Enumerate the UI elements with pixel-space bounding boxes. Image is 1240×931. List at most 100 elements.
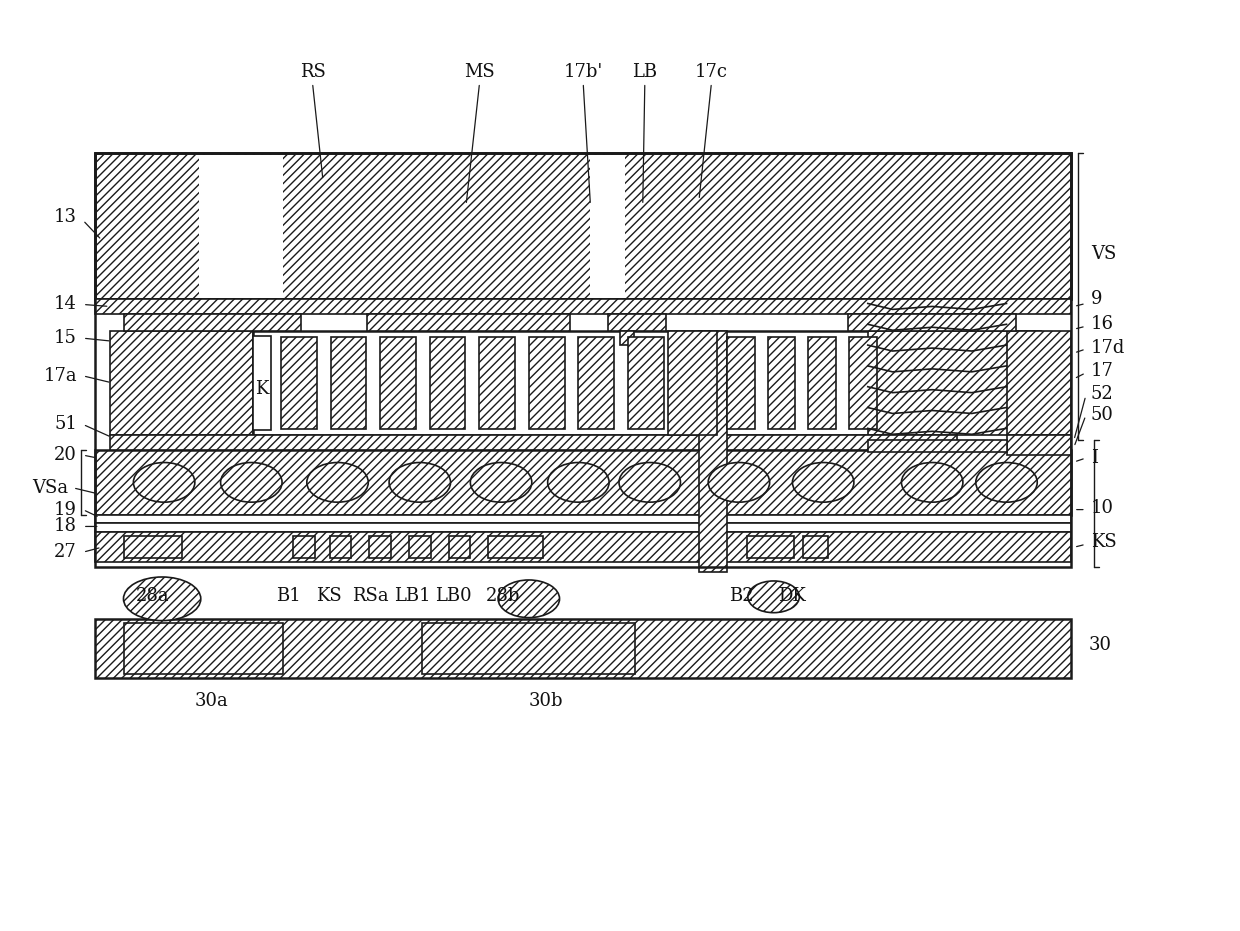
Bar <box>808 337 836 429</box>
Ellipse shape <box>901 463 963 502</box>
Bar <box>94 451 1071 515</box>
Text: 28b: 28b <box>486 587 521 605</box>
Ellipse shape <box>124 577 201 621</box>
Bar <box>804 536 828 559</box>
Bar <box>768 337 795 429</box>
Text: I: I <box>1091 449 1097 467</box>
Ellipse shape <box>134 463 195 502</box>
Bar <box>330 536 351 559</box>
Bar <box>430 337 465 429</box>
Bar <box>253 331 883 436</box>
Bar <box>124 536 182 559</box>
Bar <box>489 536 543 559</box>
Text: 15: 15 <box>55 330 77 347</box>
Text: VSa: VSa <box>32 479 68 497</box>
Text: RS: RS <box>300 62 326 81</box>
Bar <box>608 315 666 331</box>
Text: KS: KS <box>316 587 341 605</box>
Bar <box>381 337 415 429</box>
Text: 30b: 30b <box>528 692 563 709</box>
Text: 17: 17 <box>1091 362 1114 380</box>
Bar <box>727 337 755 429</box>
Bar <box>94 153 1071 300</box>
Ellipse shape <box>470 463 532 502</box>
Bar <box>109 331 253 436</box>
Bar <box>528 337 564 429</box>
Bar <box>868 440 1007 452</box>
Bar <box>627 337 663 429</box>
Bar <box>281 337 316 429</box>
Text: VS: VS <box>1091 245 1116 263</box>
Bar <box>1007 436 1071 455</box>
Bar <box>422 623 635 674</box>
Text: 30: 30 <box>1089 637 1112 654</box>
Ellipse shape <box>748 581 800 613</box>
Text: 10: 10 <box>1091 499 1114 517</box>
Ellipse shape <box>389 463 450 502</box>
Text: 13: 13 <box>53 209 77 226</box>
Ellipse shape <box>792 463 854 502</box>
Text: 27: 27 <box>55 543 77 561</box>
Bar <box>370 536 391 559</box>
Text: 51: 51 <box>55 415 77 433</box>
Bar <box>94 523 1071 533</box>
Bar <box>253 336 272 430</box>
Text: 28a: 28a <box>135 587 169 605</box>
Text: 17d: 17d <box>1091 339 1125 358</box>
Bar <box>124 315 301 331</box>
Text: 14: 14 <box>55 295 77 314</box>
Ellipse shape <box>306 463 368 502</box>
Bar <box>293 536 315 559</box>
Text: 16: 16 <box>1091 316 1114 333</box>
Bar <box>94 300 1071 315</box>
Bar <box>94 533 1071 562</box>
Bar <box>849 337 877 429</box>
Bar <box>848 315 1017 331</box>
Ellipse shape <box>221 463 281 502</box>
Text: 19: 19 <box>53 501 77 519</box>
Text: B1: B1 <box>275 587 300 605</box>
Bar <box>578 337 614 429</box>
Text: 30a: 30a <box>195 692 228 709</box>
Text: 18: 18 <box>53 518 77 535</box>
Text: MS: MS <box>464 62 495 81</box>
Ellipse shape <box>548 463 609 502</box>
Text: LB: LB <box>632 62 657 81</box>
Ellipse shape <box>708 463 770 502</box>
Text: 17c: 17c <box>694 62 728 81</box>
Text: LB0: LB0 <box>435 587 471 605</box>
Text: 50: 50 <box>1091 407 1114 425</box>
Bar <box>868 331 1042 436</box>
Bar <box>480 337 515 429</box>
Bar <box>109 436 957 451</box>
Bar <box>1007 331 1071 436</box>
Text: K: K <box>254 380 268 398</box>
Text: 52: 52 <box>1091 385 1114 402</box>
Bar <box>94 153 1071 300</box>
Text: 9: 9 <box>1091 290 1102 308</box>
Bar <box>94 515 1071 523</box>
Text: 17a: 17a <box>43 367 77 385</box>
Bar <box>367 315 570 331</box>
Bar <box>198 155 283 298</box>
Bar <box>699 331 727 572</box>
Ellipse shape <box>619 463 681 502</box>
Bar <box>667 331 717 436</box>
Bar <box>331 337 366 429</box>
Bar <box>620 331 634 345</box>
Text: B2: B2 <box>729 587 753 605</box>
Text: RSa: RSa <box>352 587 388 605</box>
Bar <box>124 623 283 674</box>
Bar <box>746 536 795 559</box>
Text: DK: DK <box>777 587 805 605</box>
Ellipse shape <box>498 580 559 617</box>
Text: LB1: LB1 <box>393 587 430 605</box>
Text: 20: 20 <box>55 446 77 464</box>
Ellipse shape <box>976 463 1037 502</box>
Text: KS: KS <box>1091 533 1116 551</box>
Bar <box>94 618 1071 678</box>
Bar <box>590 155 625 298</box>
Text: 17b': 17b' <box>564 62 603 81</box>
Bar <box>449 536 470 559</box>
Bar <box>409 536 430 559</box>
